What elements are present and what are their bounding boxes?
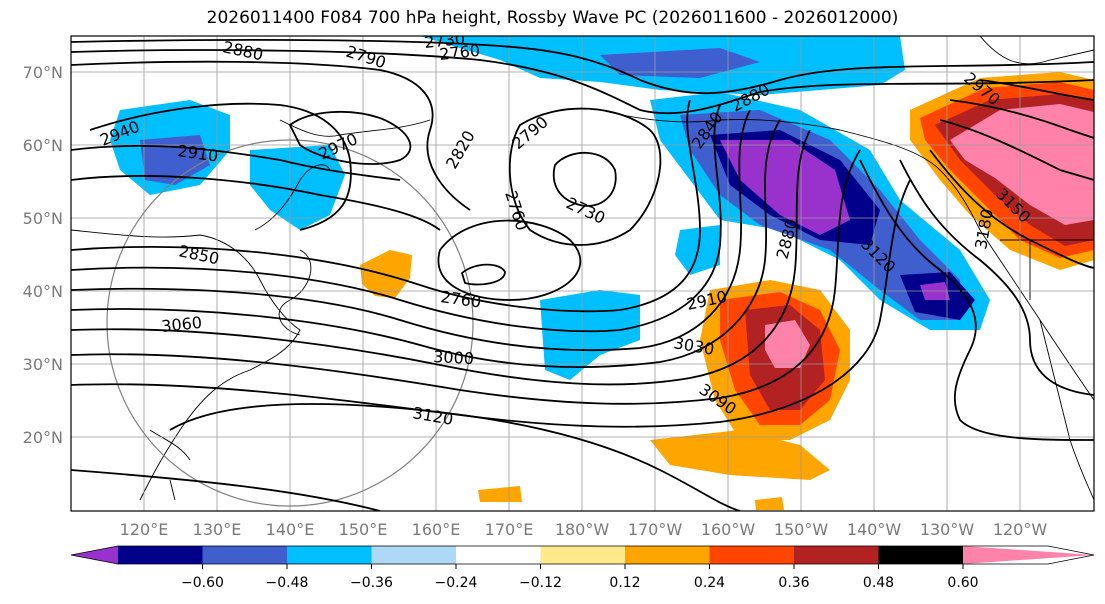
colorbar: −0.60 −0.48 −0.36 −0.24 −0.12 0.12 0.24 … bbox=[70, 545, 1095, 591]
contour-labels: 2880 2790 2730 2760 2940 2910 2970 2820 … bbox=[97, 29, 1034, 429]
longitude-labels: 120°E 130°E 140°E 150°E 160°E 170°E 180°… bbox=[120, 520, 1048, 539]
colorbar-tick-label: 0.24 bbox=[694, 575, 725, 591]
lon-label: 170°W bbox=[628, 520, 683, 539]
lat-label: 20°N bbox=[23, 428, 63, 447]
lon-label: 120°W bbox=[993, 520, 1048, 539]
lon-label: 120°E bbox=[120, 520, 169, 539]
lon-label: 150°W bbox=[774, 520, 829, 539]
lon-label: 180°W bbox=[555, 520, 610, 539]
colorbar-cell bbox=[625, 546, 710, 564]
colorbar-tick-label: 0.36 bbox=[778, 575, 809, 591]
contour-label: 3060 bbox=[160, 313, 202, 336]
lat-label: 70°N bbox=[23, 63, 63, 82]
lon-label: 140°E bbox=[266, 520, 315, 539]
colorbar-cell bbox=[709, 546, 794, 564]
colorbar-tick-label: 0.12 bbox=[609, 575, 640, 591]
colorbar-cell bbox=[540, 546, 625, 564]
lon-label: 170°E bbox=[485, 520, 534, 539]
gridlines bbox=[71, 36, 1094, 511]
contour-label: 2730 bbox=[423, 29, 465, 52]
colorbar-ticks bbox=[202, 564, 964, 569]
positive-anomaly-shading bbox=[360, 72, 1094, 510]
colorbar-cell bbox=[963, 546, 1094, 564]
colorbar-cell bbox=[878, 546, 963, 564]
contour-label: 2760 bbox=[438, 41, 480, 64]
height-contours bbox=[71, 39, 1094, 511]
colorbar-tick-label: 0.60 bbox=[947, 575, 978, 591]
colorbar-tick-label: −0.24 bbox=[435, 575, 478, 591]
colorbar-cell bbox=[287, 546, 372, 564]
lon-label: 140°W bbox=[847, 520, 902, 539]
lon-label: 160°E bbox=[412, 520, 461, 539]
latitude-labels: 70°N 60°N 50°N 40°N 30°N 20°N bbox=[23, 63, 63, 447]
colorbar-cell bbox=[794, 546, 879, 564]
lon-label: 160°W bbox=[701, 520, 756, 539]
colorbar-cell bbox=[202, 546, 287, 564]
lon-label: 150°E bbox=[339, 520, 388, 539]
map-frame bbox=[70, 35, 1095, 512]
lon-label: 130°E bbox=[193, 520, 242, 539]
lat-label: 60°N bbox=[23, 136, 63, 155]
colorbar-cell bbox=[371, 546, 456, 564]
map-title: 2026011400 F084 700 hPa height, Rossby W… bbox=[206, 8, 899, 28]
colorbar-tick-label: −0.60 bbox=[181, 575, 224, 591]
lat-label: 30°N bbox=[23, 355, 63, 374]
lat-label: 40°N bbox=[23, 282, 63, 301]
colorbar-cell bbox=[71, 546, 118, 564]
colorbar-tick-label: 0.48 bbox=[863, 575, 894, 591]
lat-label: 50°N bbox=[23, 209, 63, 228]
map-area: 2880 2790 2730 2760 2940 2910 2970 2820 … bbox=[71, 29, 1094, 511]
lon-label: 130°W bbox=[920, 520, 975, 539]
colorbar-tick-label: −0.36 bbox=[350, 575, 393, 591]
colorbar-cell bbox=[456, 546, 541, 564]
colorbar-cell bbox=[118, 546, 203, 564]
colorbar-tick-label: −0.12 bbox=[519, 575, 562, 591]
colorbar-tick-label: −0.48 bbox=[266, 575, 309, 591]
contour-label: 3000 bbox=[433, 347, 475, 368]
